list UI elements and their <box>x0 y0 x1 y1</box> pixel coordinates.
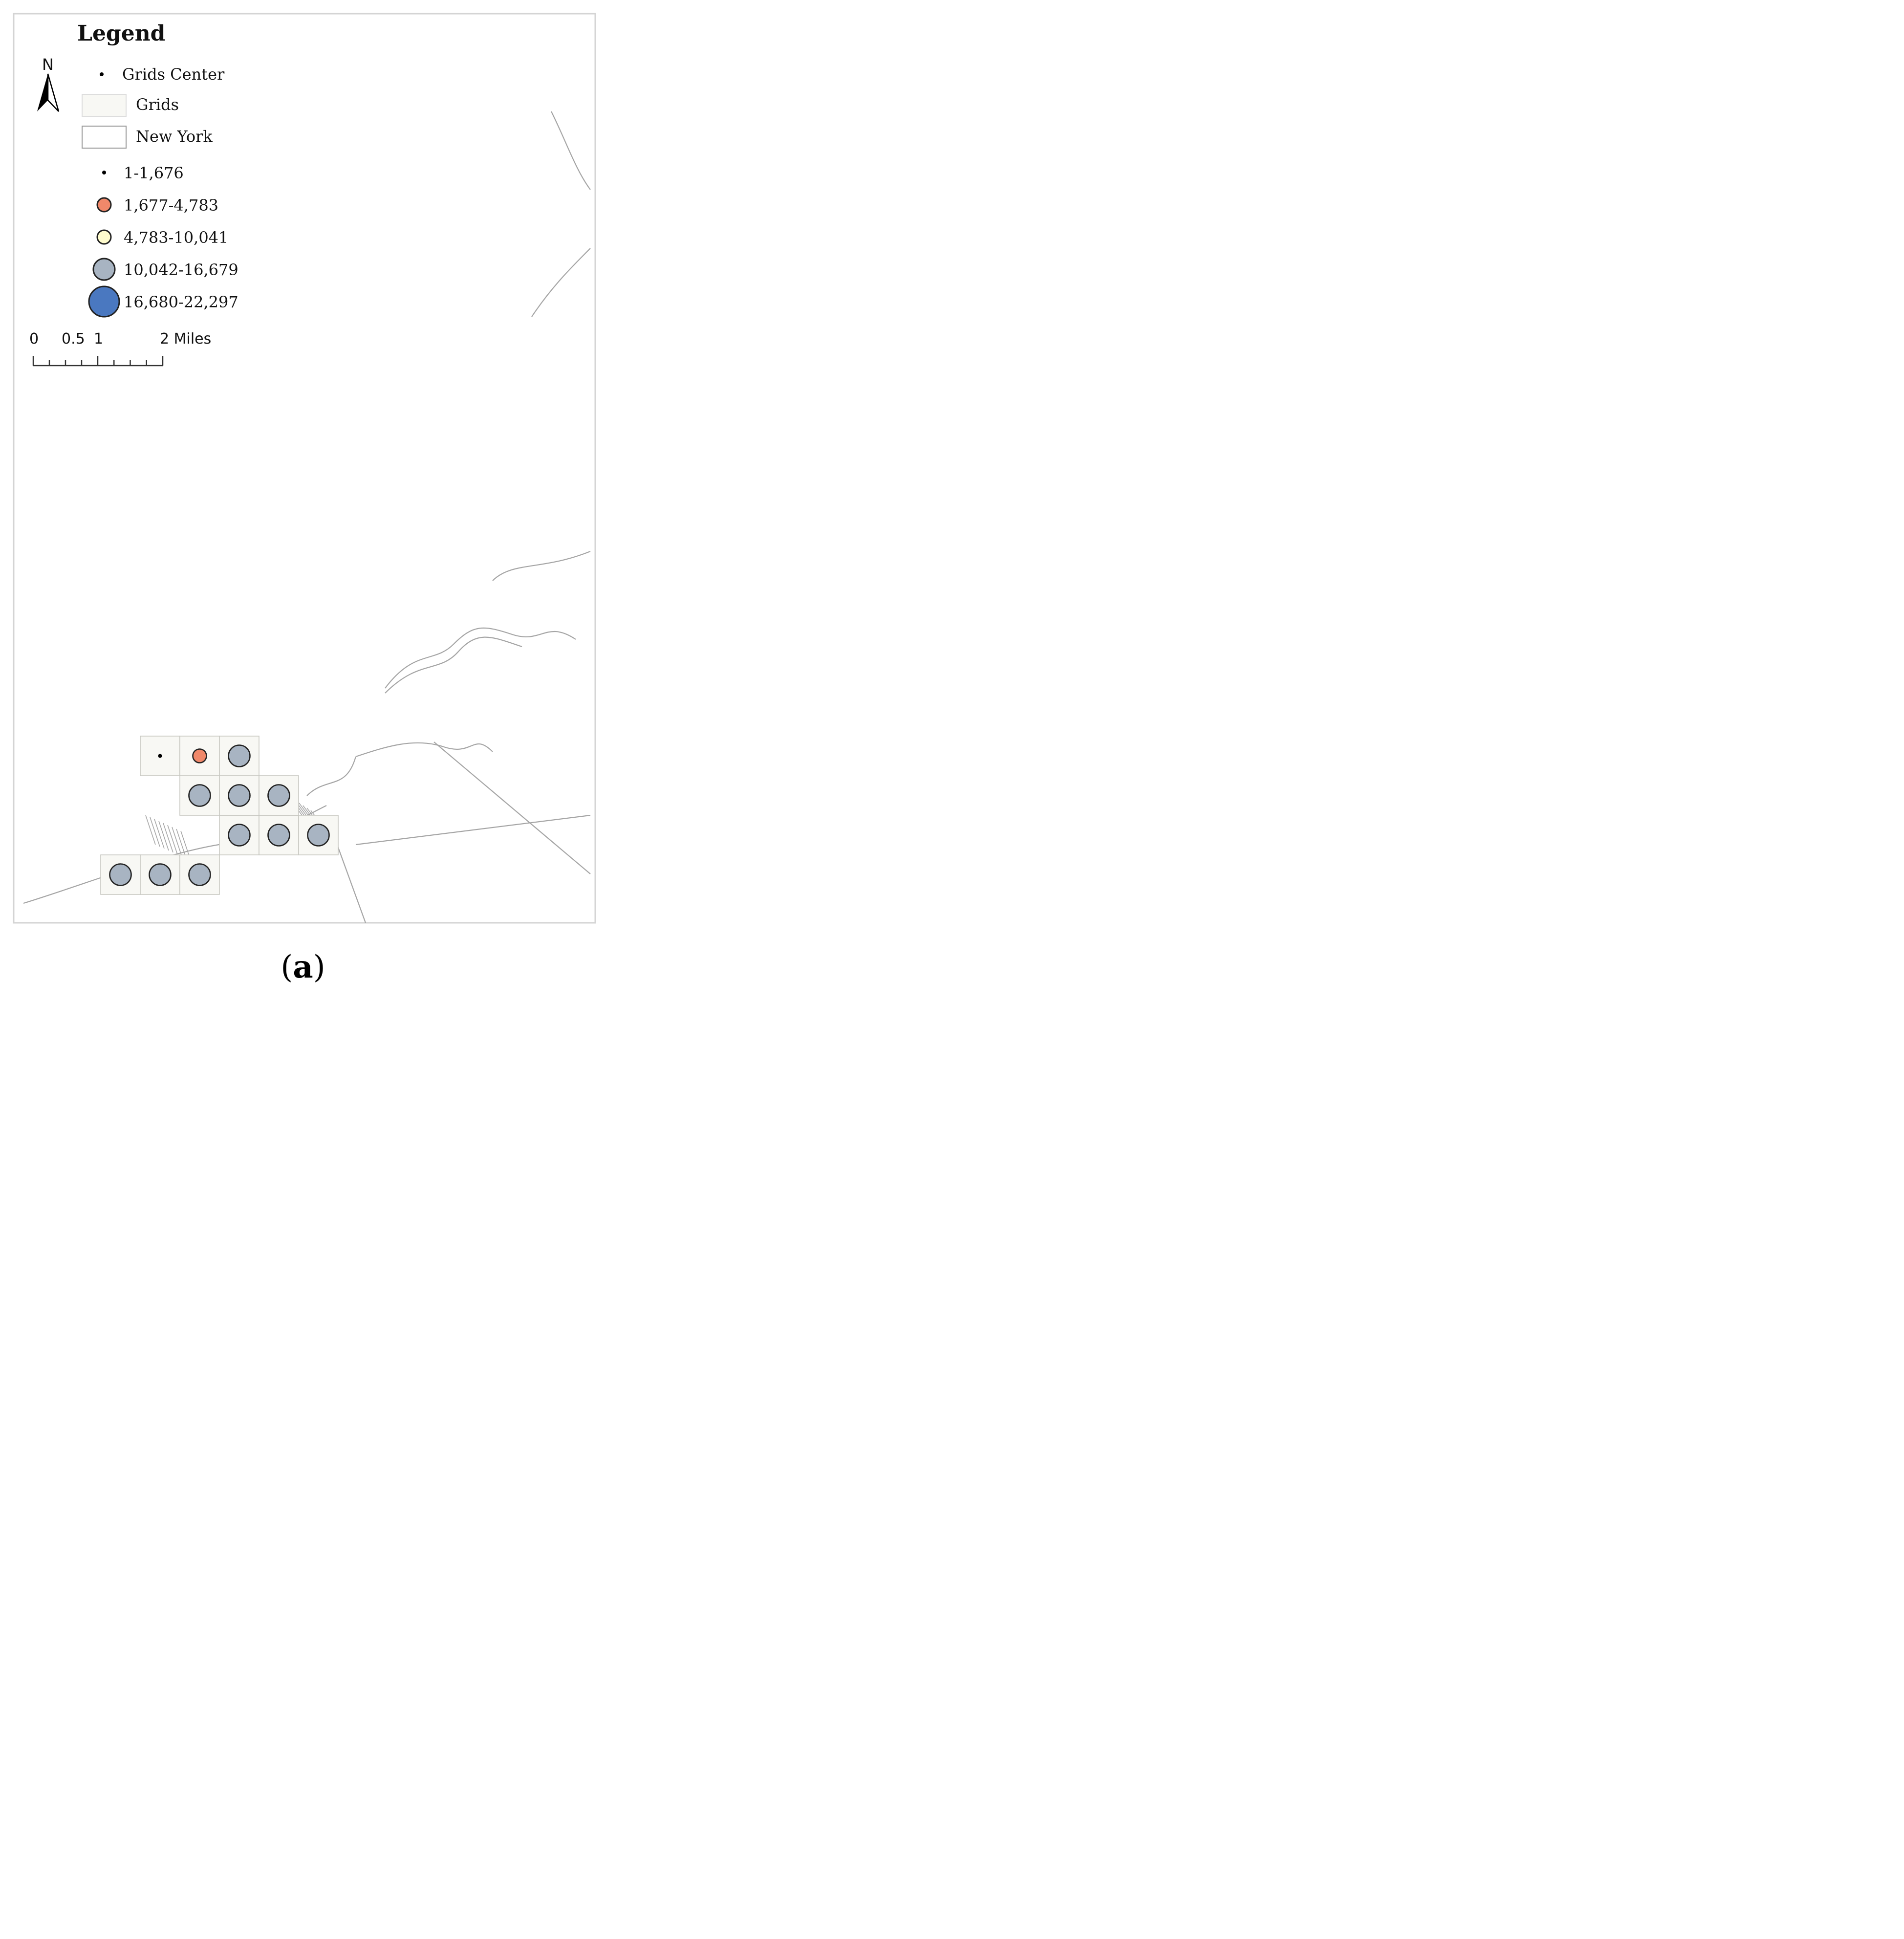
legend-grids-center-label: Grids Center <box>122 65 225 84</box>
borough-boundary-line <box>355 814 591 846</box>
borough-boundary-line <box>531 248 591 317</box>
pier-line <box>167 825 178 855</box>
legend-new-york-label: New York <box>136 127 213 146</box>
legend-class-symbol <box>92 258 116 281</box>
pier-line <box>154 819 165 849</box>
panel-frame <box>13 13 596 924</box>
pier-line <box>172 827 182 857</box>
north-arrow-icon <box>47 73 60 112</box>
legend-class-symbol <box>88 285 120 318</box>
scale-label: 0.5 <box>62 330 85 348</box>
class-3-symbol <box>228 744 251 767</box>
scale-label: 1 <box>94 330 103 348</box>
borough-boundary-line <box>385 627 576 689</box>
borough-boundary-line <box>551 111 591 190</box>
scale-label: 2 Miles <box>160 330 211 348</box>
pier-line <box>158 821 169 851</box>
borough-boundary-line <box>385 636 522 694</box>
grids-center-symbol <box>100 72 104 76</box>
class-1-symbol <box>192 748 207 763</box>
class-3-symbol <box>307 824 330 847</box>
panel-caption: (a) <box>281 949 325 985</box>
class-3-symbol <box>188 784 211 807</box>
legend-grids-label: Grids <box>136 95 179 114</box>
legend-class-symbol <box>96 229 112 245</box>
class-3-symbol <box>267 784 290 807</box>
grids-symbol <box>82 94 127 117</box>
pier-line <box>163 823 173 853</box>
pier-line <box>150 817 160 847</box>
map-panel-a: Legend N Grids Center Grids New York 1-1,676 1… <box>13 13 596 985</box>
class-3-symbol <box>228 824 251 847</box>
legend-class-symbol <box>102 171 106 174</box>
grid-cell <box>140 736 180 776</box>
class-3-symbol <box>188 863 211 886</box>
north-label: N <box>42 55 54 74</box>
pier-line <box>145 815 156 845</box>
grid-center-point <box>158 754 162 758</box>
borough-boundary-line <box>306 756 357 796</box>
borough-boundary-line <box>433 741 591 874</box>
class-3-symbol <box>228 784 251 807</box>
new-york-symbol <box>82 126 127 149</box>
caption-paren: ( <box>281 949 293 985</box>
caption-paren: ) <box>313 949 325 985</box>
class-3-symbol <box>149 863 172 886</box>
borough-boundary-line <box>355 742 493 758</box>
north-arrow-icon <box>37 74 48 111</box>
class-3-symbol <box>267 824 290 847</box>
legend-class-label: 4,783-10,041 <box>124 228 228 247</box>
legend-class-symbol <box>96 197 112 213</box>
class-3-symbol <box>109 863 132 886</box>
legend-class-label: 1,677-4,783 <box>124 196 218 215</box>
pier-line <box>176 828 187 859</box>
scale-label: 0 <box>29 330 39 348</box>
borough-boundary-line <box>492 550 591 581</box>
legend-class-label: 16,680-22,297 <box>124 293 238 311</box>
legend-class-label: 10,042-16,679 <box>124 261 238 279</box>
legend-title: Legend <box>77 21 165 46</box>
legend-class-label: 1-1,676 <box>124 164 184 182</box>
caption-letter: a <box>293 949 313 985</box>
